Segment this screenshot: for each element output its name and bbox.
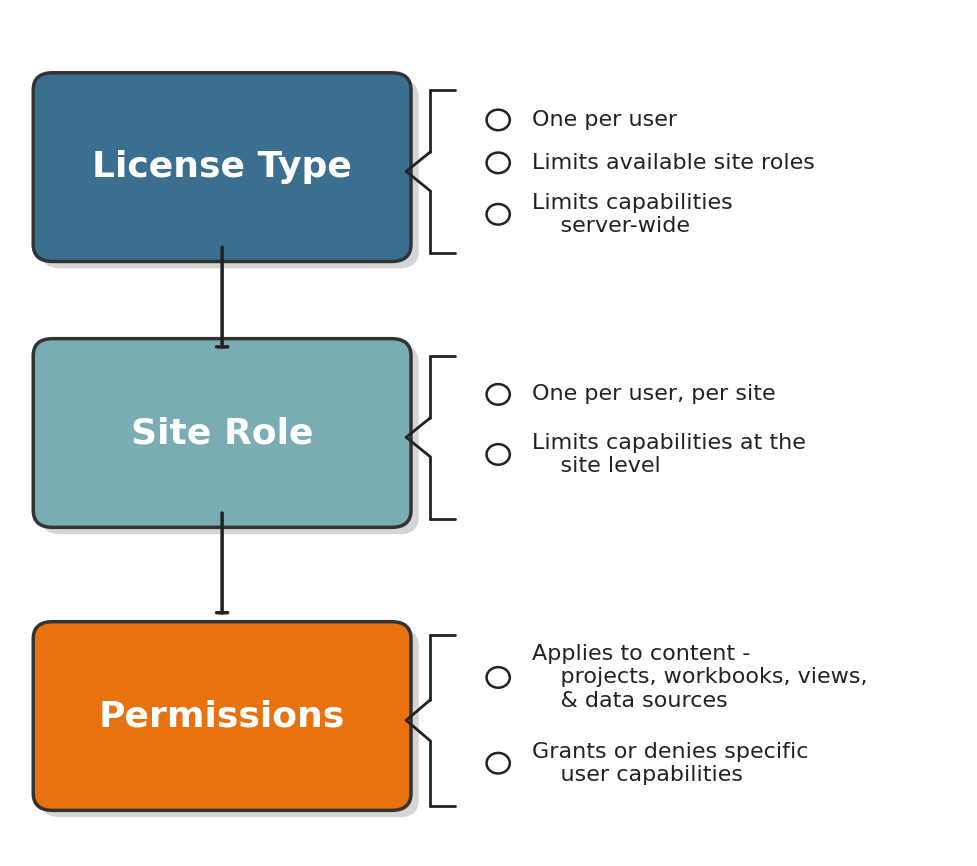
FancyBboxPatch shape xyxy=(33,622,411,811)
Text: Applies to content -
    projects, workbooks, views,
    & data sources: Applies to content - projects, workbooks… xyxy=(532,644,868,711)
FancyBboxPatch shape xyxy=(41,80,419,268)
FancyBboxPatch shape xyxy=(41,629,419,818)
Text: License Type: License Type xyxy=(92,150,352,184)
Text: Grants or denies specific
    user capabilities: Grants or denies specific user capabilit… xyxy=(532,741,809,785)
FancyBboxPatch shape xyxy=(41,346,419,534)
Text: One per user: One per user xyxy=(532,110,677,130)
Text: Limits available site roles: Limits available site roles xyxy=(532,152,815,173)
Text: Site Role: Site Role xyxy=(131,416,314,450)
Text: Permissions: Permissions xyxy=(99,699,345,733)
FancyBboxPatch shape xyxy=(33,339,411,527)
Text: Limits capabilities at the
    site level: Limits capabilities at the site level xyxy=(532,433,806,476)
Text: One per user, per site: One per user, per site xyxy=(532,385,776,404)
Text: Limits capabilities
    server-wide: Limits capabilities server-wide xyxy=(532,193,733,236)
FancyBboxPatch shape xyxy=(33,73,411,262)
